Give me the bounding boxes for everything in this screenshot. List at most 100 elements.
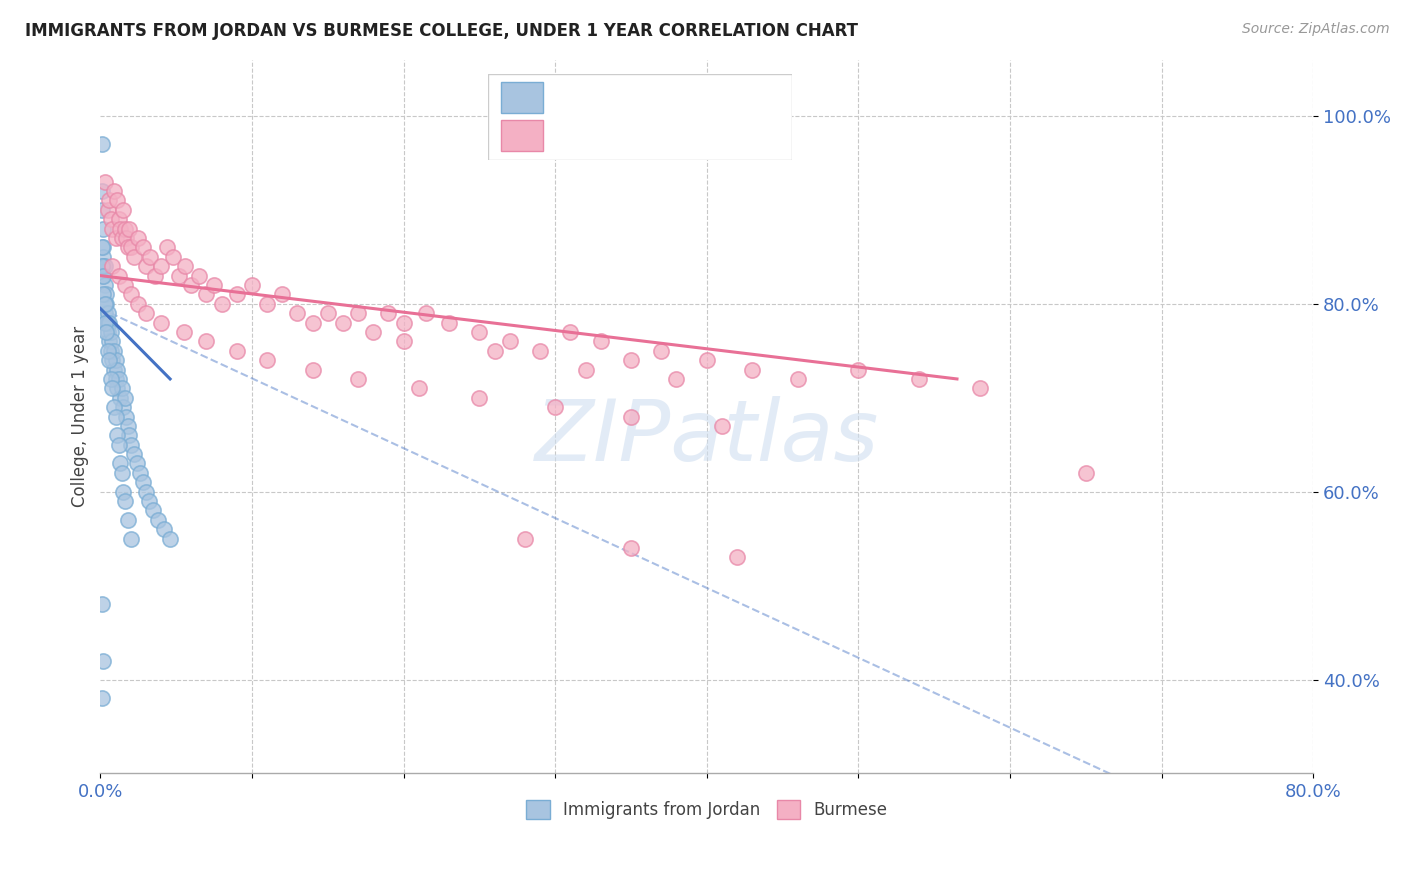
Point [361, 325, 384, 339]
Point [139, 250, 162, 264]
Point [110, 231, 132, 245]
Text: IMMIGRANTS FROM JORDAN VS BURMESE COLLEGE, UNDER 1 YEAR CORRELATION CHART: IMMIGRANTS FROM JORDAN VS BURMESE COLLEG… [25, 22, 858, 40]
Point [135, 259, 157, 273]
Point [589, 334, 612, 349]
Point [97, 202, 120, 217]
Point [127, 231, 149, 245]
Point [620, 541, 643, 555]
Point [529, 343, 551, 358]
Point [574, 362, 596, 376]
Point [105, 428, 128, 442]
Point [120, 240, 142, 254]
Point [468, 391, 491, 405]
Point [110, 381, 132, 395]
Point [93, 221, 115, 235]
Point [93, 268, 115, 283]
Point [104, 231, 127, 245]
Point [96, 325, 118, 339]
Point [468, 325, 491, 339]
Point [94, 297, 117, 311]
Point [225, 287, 247, 301]
Point [117, 513, 139, 527]
Point [112, 202, 135, 217]
Point [848, 362, 870, 376]
Point [93, 259, 115, 273]
Point [108, 457, 131, 471]
Point [114, 278, 136, 293]
Point [138, 494, 160, 508]
Point [195, 287, 218, 301]
Point [100, 212, 122, 227]
Point [135, 306, 157, 320]
Point [150, 259, 173, 273]
Point [153, 522, 176, 536]
Point [96, 287, 118, 301]
Point [98, 316, 121, 330]
Point [105, 194, 128, 208]
Point [101, 381, 124, 395]
Point [100, 325, 122, 339]
Point [620, 353, 643, 368]
Point [174, 259, 197, 273]
Point [180, 278, 202, 293]
Point [103, 343, 125, 358]
Point [969, 381, 991, 395]
Point [392, 334, 415, 349]
Point [94, 297, 117, 311]
Point [90, 240, 112, 254]
Point [665, 372, 688, 386]
Point [560, 325, 582, 339]
Point [347, 306, 370, 320]
Point [437, 316, 460, 330]
Point [240, 278, 263, 293]
Point [94, 316, 117, 330]
Point [97, 343, 120, 358]
Point [159, 532, 181, 546]
Point [710, 418, 733, 433]
Text: ZIPatlas: ZIPatlas [534, 396, 879, 479]
Point [211, 297, 233, 311]
Point [499, 334, 522, 349]
Point [103, 400, 125, 414]
Point [90, 184, 112, 198]
Point [120, 532, 142, 546]
Point [114, 391, 136, 405]
Point [93, 250, 115, 264]
Point [97, 316, 120, 330]
Point [104, 372, 127, 386]
Point [332, 316, 354, 330]
Point [301, 362, 323, 376]
Point [100, 343, 122, 358]
Point [122, 250, 145, 264]
Point [392, 316, 415, 330]
Point [256, 297, 278, 311]
Point [94, 278, 117, 293]
Point [377, 306, 399, 320]
Point [271, 287, 294, 301]
Point [202, 278, 225, 293]
Point [408, 381, 430, 395]
Point [143, 268, 166, 283]
Point [107, 212, 129, 227]
Point [122, 447, 145, 461]
Legend: Immigrants from Jordan, Burmese: Immigrants from Jordan, Burmese [520, 793, 894, 826]
Point [90, 691, 112, 706]
Point [90, 137, 112, 152]
Point [301, 316, 323, 330]
Point [93, 240, 115, 254]
Point [117, 240, 139, 254]
Point [696, 353, 718, 368]
Point [484, 343, 506, 358]
Point [104, 409, 127, 424]
Point [107, 372, 129, 386]
Point [93, 287, 115, 301]
Point [513, 532, 536, 546]
Point [156, 240, 179, 254]
Point [94, 259, 117, 273]
Point [125, 457, 148, 471]
Point [127, 297, 149, 311]
Point [620, 409, 643, 424]
Point [103, 362, 125, 376]
Point [110, 466, 132, 480]
Point [98, 334, 121, 349]
